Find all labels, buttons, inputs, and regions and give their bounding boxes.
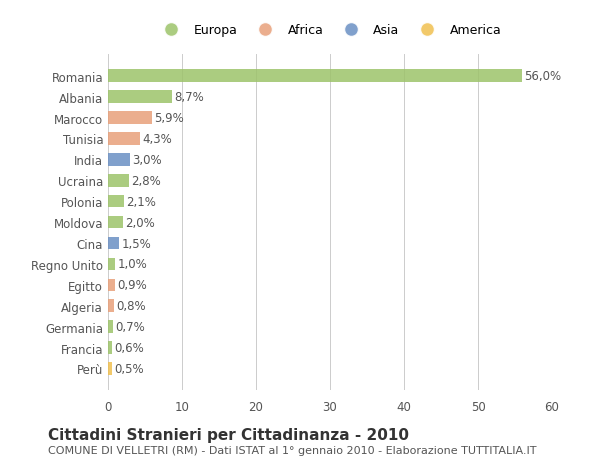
Bar [108,363,112,375]
Text: 5,9%: 5,9% [154,112,184,125]
Text: 8,7%: 8,7% [175,91,205,104]
Text: 0,6%: 0,6% [115,341,145,354]
Bar [108,174,129,187]
Bar [108,154,130,166]
Text: 0,7%: 0,7% [115,320,145,333]
Text: COMUNE DI VELLETRI (RM) - Dati ISTAT al 1° gennaio 2010 - Elaborazione TUTTITALI: COMUNE DI VELLETRI (RM) - Dati ISTAT al … [48,445,536,455]
Bar [108,258,115,271]
Text: 0,9%: 0,9% [117,279,146,291]
Bar [108,279,115,291]
Text: 0,8%: 0,8% [116,300,146,313]
Bar [108,341,112,354]
Text: 2,8%: 2,8% [131,174,161,187]
Text: 2,0%: 2,0% [125,216,155,229]
Bar [108,112,152,124]
Bar [108,133,140,146]
Bar [108,196,124,208]
Text: 2,1%: 2,1% [126,195,155,208]
Text: 1,0%: 1,0% [118,258,148,271]
Bar [108,321,113,333]
Bar [108,70,523,83]
Text: 0,5%: 0,5% [114,362,143,375]
Bar [108,300,114,312]
Bar [108,216,123,229]
Legend: Europa, Africa, Asia, America: Europa, Africa, Asia, America [152,18,508,43]
Bar [108,91,172,104]
Bar [108,237,119,250]
Text: Cittadini Stranieri per Cittadinanza - 2010: Cittadini Stranieri per Cittadinanza - 2… [48,427,409,442]
Text: 3,0%: 3,0% [133,154,162,167]
Text: 56,0%: 56,0% [524,70,562,83]
Text: 4,3%: 4,3% [142,133,172,146]
Text: 1,5%: 1,5% [121,237,151,250]
